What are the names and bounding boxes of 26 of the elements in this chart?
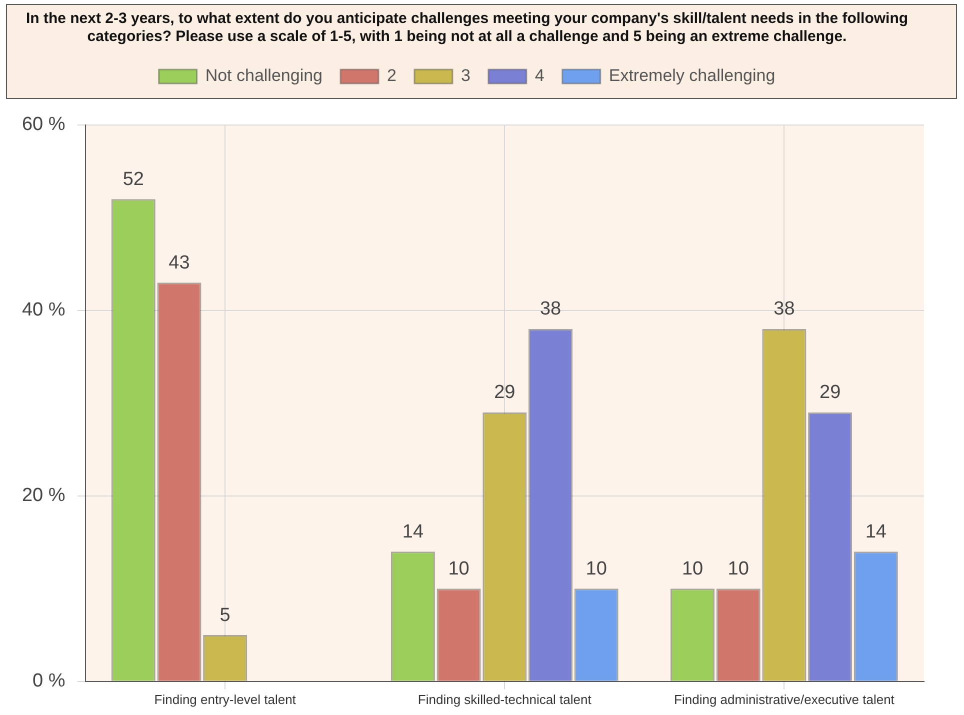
data-label: 38 <box>540 298 562 320</box>
data-label: 10 <box>586 558 607 580</box>
legend-label: 2 <box>387 66 396 86</box>
data-label: 29 <box>819 382 841 404</box>
x-tick-label: Finding skilled-technical talent <box>418 692 592 707</box>
legend-label: Not challenging <box>205 66 323 86</box>
data-label: 10 <box>728 558 749 580</box>
data-label: 5 <box>220 604 230 626</box>
y-tick-label: 60 % <box>22 114 66 136</box>
legend-label: 4 <box>534 66 544 86</box>
data-label: 29 <box>494 382 516 404</box>
x-tick-label: Finding administrative/executive talent <box>674 692 895 707</box>
y-tick-label: 40 % <box>22 300 66 321</box>
data-label: 43 <box>168 252 190 274</box>
data-label: 10 <box>448 558 470 580</box>
data-label: 10 <box>682 558 704 580</box>
legend-label: 3 <box>460 66 470 86</box>
data-label: 14 <box>865 521 887 542</box>
y-tick-label: 0 % <box>32 670 66 692</box>
y-tick-label: 20 % <box>22 485 66 506</box>
data-label: 38 <box>774 298 795 320</box>
data-label: 14 <box>402 521 424 542</box>
data-label: 52 <box>122 168 144 190</box>
x-tick-label: Finding entry-level talent <box>154 692 296 707</box>
legend-label: Extremely challenging <box>608 66 776 86</box>
chart-title: In the next 2-3 years, to what extent do you anticipate challenges meeting your company's skill/talent needs in the following categories? Please use a scale of 1-5, with 1 being not at all a challenge and 5 being an extreme challenge. <box>26 10 908 46</box>
